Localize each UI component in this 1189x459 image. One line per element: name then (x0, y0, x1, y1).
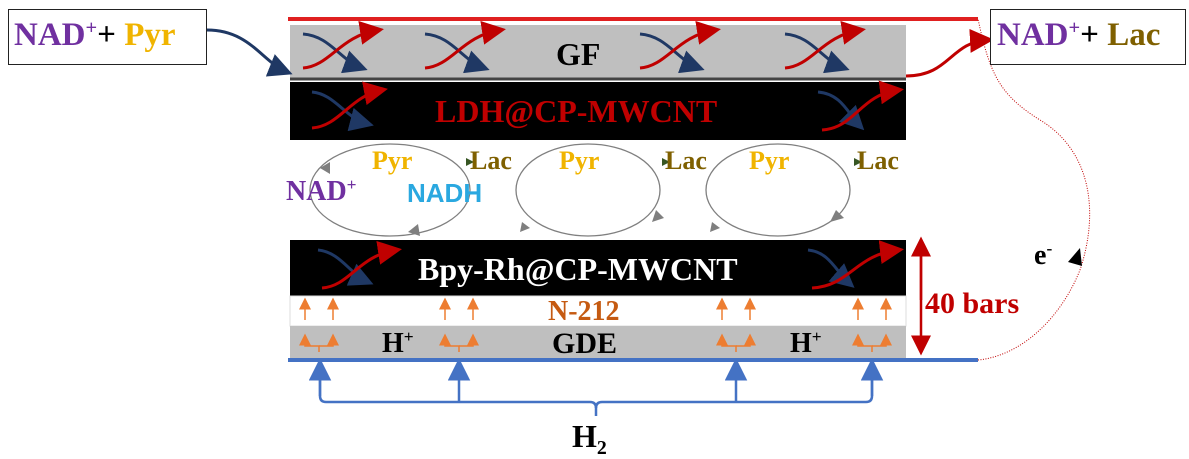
nad-text: NAD (286, 176, 347, 207)
pressure-label: 40 bars (925, 287, 1020, 320)
bpy-flow-arrows (317, 240, 904, 290)
proton-arrows (299, 297, 892, 352)
electron-text: e (1034, 240, 1047, 271)
product-box (990, 9, 1186, 65)
gde-label: GDE (552, 327, 618, 360)
inlet-arrow (206, 28, 293, 77)
cycle2-pyr: Pyr (559, 146, 600, 175)
ldh-label: LDH@CP-MWCNT (435, 93, 718, 129)
proton-left-charge: + (403, 327, 414, 347)
bpy-label: Bpy-Rh@CP-MWCNT (418, 251, 738, 287)
feed-pyr: Pyr (124, 17, 176, 53)
feed-label: NAD++ Pyr (14, 16, 176, 53)
nad-cycle-label: NAD+ (286, 175, 357, 207)
electron-charge: - (1046, 239, 1053, 259)
proton-right-text: H (790, 328, 812, 359)
gf-layer (290, 25, 906, 79)
membrane-label: N-212 (548, 296, 620, 327)
proton-label-left: H+ (382, 327, 414, 359)
outlet-arrow (905, 28, 994, 78)
nad-charge: + (346, 175, 357, 195)
proton-left-text: H (382, 328, 404, 359)
cycle3-pyr: Pyr (749, 146, 790, 175)
feed-nad-charge: + (85, 16, 98, 39)
product-nad-charge: + (1068, 16, 1081, 39)
hydrogen-subscript: 2 (596, 436, 607, 459)
ldh-layer (290, 82, 906, 140)
cycle3-lac: Lac (857, 146, 899, 175)
product-lac: Lac (1107, 17, 1161, 53)
product-nad: NAD (997, 17, 1069, 53)
regeneration-cycles (309, 143, 851, 237)
cycle1-lac: Lac (470, 146, 512, 175)
proton-label-right: H+ (790, 327, 822, 359)
cycle2-lac: Lac (665, 146, 707, 175)
cycle1-pyr: Pyr (372, 146, 413, 175)
proton-right-charge: + (811, 327, 822, 347)
hydrogen-text: H (572, 418, 597, 454)
feed-box (8, 9, 207, 65)
electron-label: e- (1034, 239, 1053, 271)
hydrogen-feed-arrows (308, 358, 884, 416)
product-plus: + (1080, 17, 1108, 53)
hydrogen-label: H2 (572, 418, 607, 458)
gde-layer (290, 326, 906, 358)
cycle-arrowheads (320, 158, 862, 236)
nadh-label: NADH (407, 178, 483, 208)
ldh-flow-arrows (311, 80, 904, 132)
product-label: NAD++ Lac (997, 16, 1161, 53)
gf-flow-arrows (302, 20, 866, 74)
feed-plus: + (97, 17, 125, 53)
electron-arrow-head (1068, 248, 1082, 266)
feed-nad: NAD (14, 17, 86, 53)
gf-label: GF (556, 36, 601, 72)
